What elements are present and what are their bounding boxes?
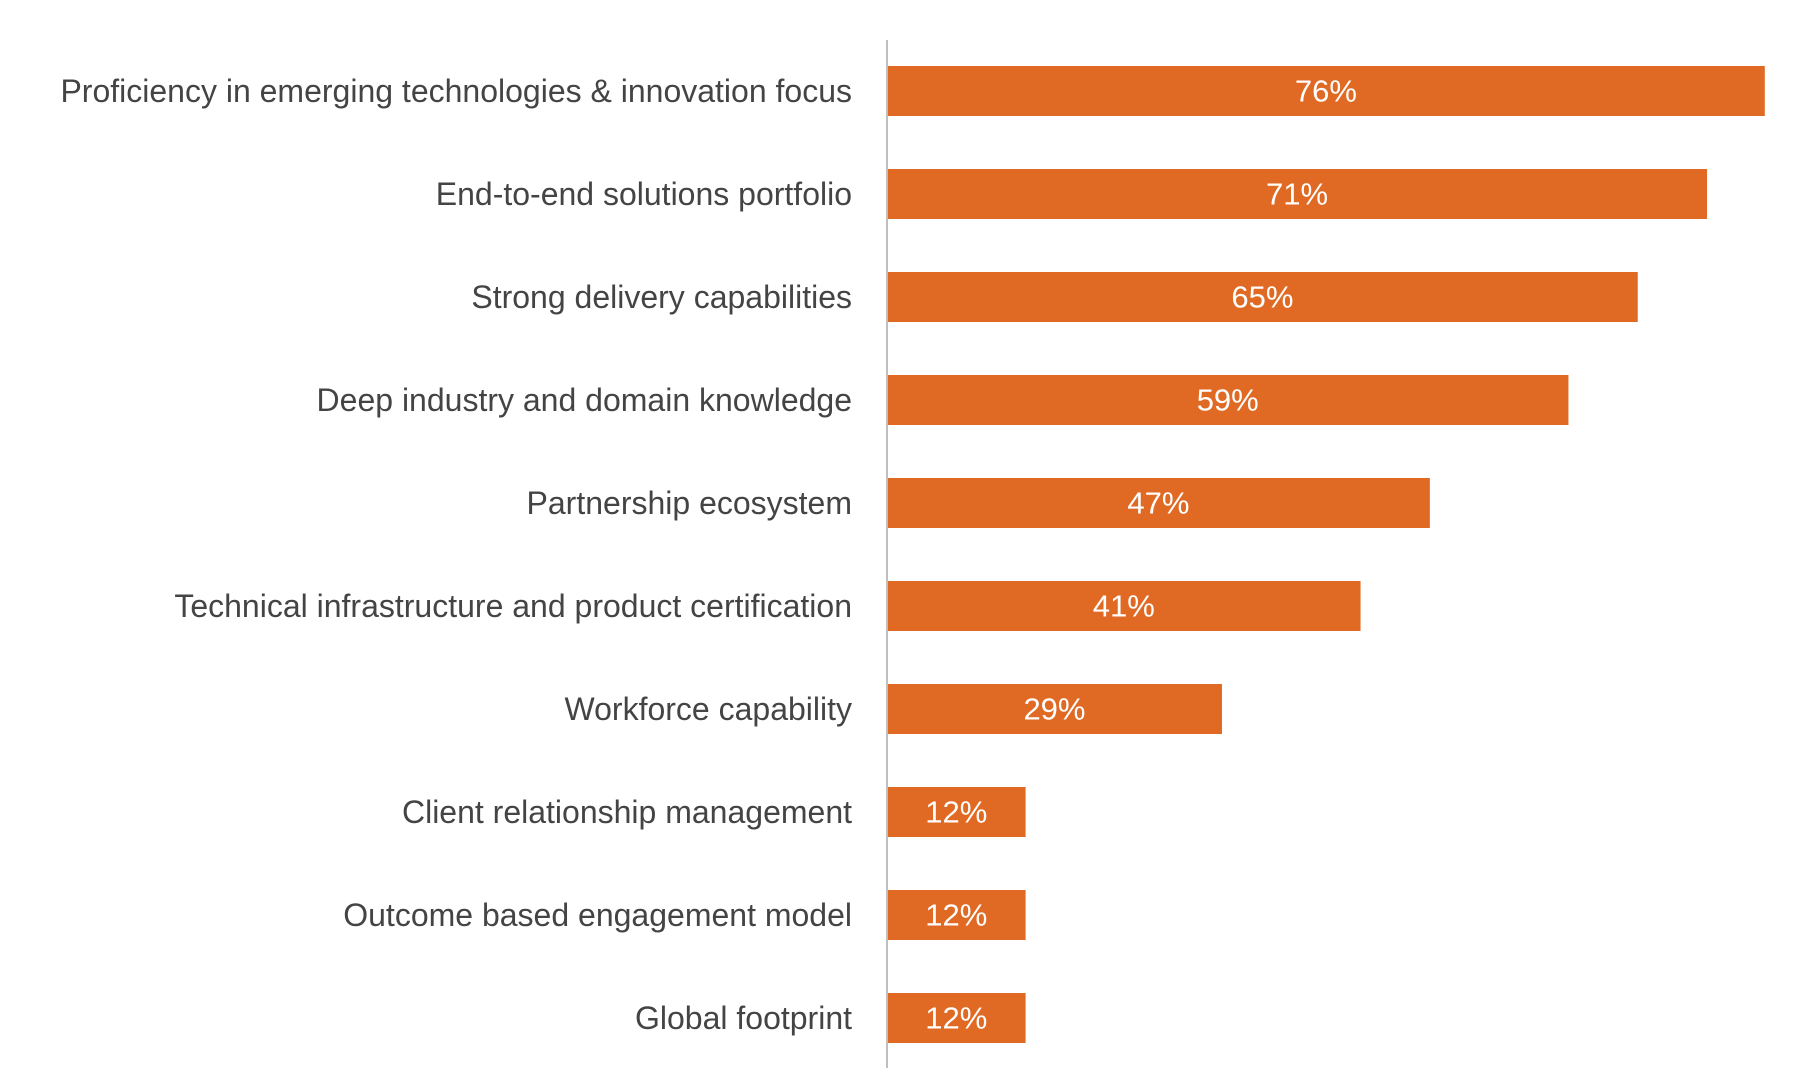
- bar-10: [887, 993, 1026, 1043]
- bars-layer: [887, 66, 1765, 1043]
- bar-6: [887, 581, 1361, 631]
- value-label-9: 12%: [925, 898, 987, 933]
- bar-2: [887, 169, 1708, 219]
- category-label-1: Proficiency in emerging technologies & i…: [60, 73, 852, 109]
- category-label-5: Partnership ecosystem: [527, 485, 852, 521]
- value-label-2: 71%: [1266, 177, 1328, 212]
- value-label-8: 12%: [925, 795, 987, 830]
- value-label-4: 59%: [1197, 383, 1259, 418]
- bar-4: [887, 375, 1569, 425]
- category-label-7: Workforce capability: [564, 691, 852, 727]
- category-labels-layer: Proficiency in emerging technologies & i…: [60, 73, 852, 1036]
- bar-8: [887, 787, 1026, 837]
- bar-9: [887, 890, 1026, 940]
- category-label-4: Deep industry and domain knowledge: [317, 382, 852, 418]
- category-label-9: Outcome based engagement model: [343, 897, 852, 933]
- value-label-10: 12%: [925, 1001, 987, 1036]
- bar-5: [887, 478, 1430, 528]
- category-label-8: Client relationship management: [402, 794, 852, 830]
- value-label-5: 47%: [1127, 486, 1189, 521]
- bar-1: [887, 66, 1765, 116]
- bar-7: [887, 684, 1222, 734]
- bar-3: [887, 272, 1638, 322]
- category-label-2: End-to-end solutions portfolio: [436, 176, 852, 212]
- value-label-3: 65%: [1231, 280, 1293, 315]
- category-label-10: Global footprint: [635, 1000, 852, 1036]
- category-label-3: Strong delivery capabilities: [471, 279, 852, 315]
- value-labels-layer: 76% 71% 65% 59% 47% 41% 29% 12% 12% 12%: [925, 74, 1357, 1036]
- value-label-6: 41%: [1093, 589, 1155, 624]
- value-label-1: 76%: [1295, 74, 1357, 109]
- category-label-6: Technical infrastructure and product cer…: [174, 588, 852, 624]
- value-label-7: 29%: [1023, 692, 1085, 727]
